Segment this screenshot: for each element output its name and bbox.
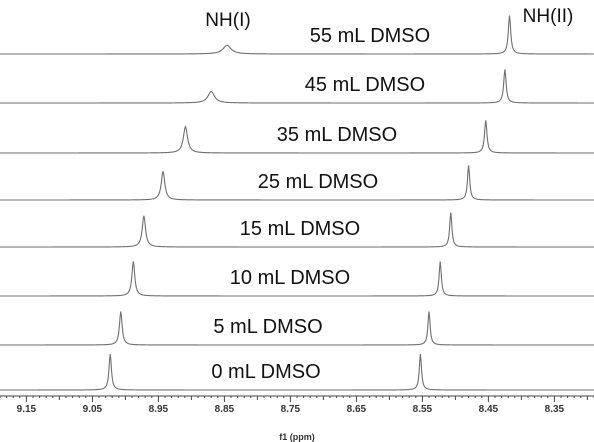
x-tick-label: 8.95 — [149, 404, 169, 415]
x-tick-label: 8.75 — [281, 404, 301, 415]
spectrum-trace — [0, 353, 594, 391]
trace-label: 10 mL DMSO — [230, 267, 350, 289]
spectrum-trace — [0, 69, 594, 104]
x-tick-label: 8.55 — [413, 404, 433, 415]
trace-label: 15 mL DMSO — [240, 218, 360, 240]
trace-label: 55 mL DMSO — [310, 25, 430, 47]
x-tick-label: 8.65 — [347, 404, 367, 415]
spectrum-trace — [0, 261, 594, 297]
spectrum-trace — [0, 120, 594, 154]
x-axis-title: f1 (ppm) — [279, 432, 315, 442]
traces-layer — [0, 15, 594, 391]
x-tick-label: 9.15 — [17, 404, 37, 415]
x-ticks: 9.15 9.05 8.95 8.85 8.75 8.65 8.55 8.45 8.35 — [0, 396, 594, 415]
spectrum-trace — [0, 165, 594, 201]
spectrum-trace — [0, 311, 594, 346]
trace-label: 25 mL DMSO — [258, 171, 378, 193]
trace-label: 5 mL DMSO — [213, 316, 322, 338]
spectrum-trace — [0, 15, 594, 55]
peak-annotation: NH(II) — [523, 6, 574, 27]
x-tick-label: 8.85 — [215, 404, 235, 415]
x-tick-label: 8.35 — [545, 404, 565, 415]
peak-annotation: NH(I) — [205, 10, 250, 31]
x-axis: 9.15 9.05 8.95 8.85 8.75 8.65 8.55 8.45 8.35 f1 … — [0, 395, 594, 442]
spectrum-trace — [0, 212, 594, 248]
peak-labels-layer: NH(I) NH(II) — [205, 6, 573, 31]
trace-label: 45 mL DMSO — [305, 74, 425, 96]
x-tick-label: 9.05 — [83, 404, 103, 415]
x-tick-label: 8.45 — [479, 404, 499, 415]
trace-labels-layer: 55 mL DMSO 45 mL DMSO 35 mL DMSO 25 mL DMSO… — [211, 25, 430, 383]
trace-label: 35 mL DMSO — [277, 124, 397, 146]
trace-label: 0 mL DMSO — [211, 361, 320, 383]
